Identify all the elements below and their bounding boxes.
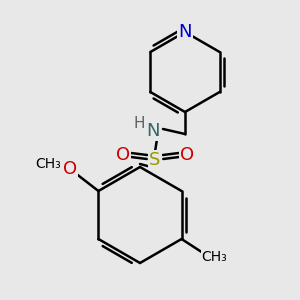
Text: CH₃: CH₃: [202, 250, 227, 264]
Text: CH₃: CH₃: [36, 157, 61, 171]
Text: O: O: [180, 146, 194, 164]
Text: H: H: [133, 116, 145, 130]
Text: S: S: [149, 151, 161, 169]
Text: O: O: [116, 146, 130, 164]
Text: O: O: [63, 160, 77, 178]
Text: N: N: [146, 122, 160, 140]
Text: N: N: [178, 23, 192, 41]
